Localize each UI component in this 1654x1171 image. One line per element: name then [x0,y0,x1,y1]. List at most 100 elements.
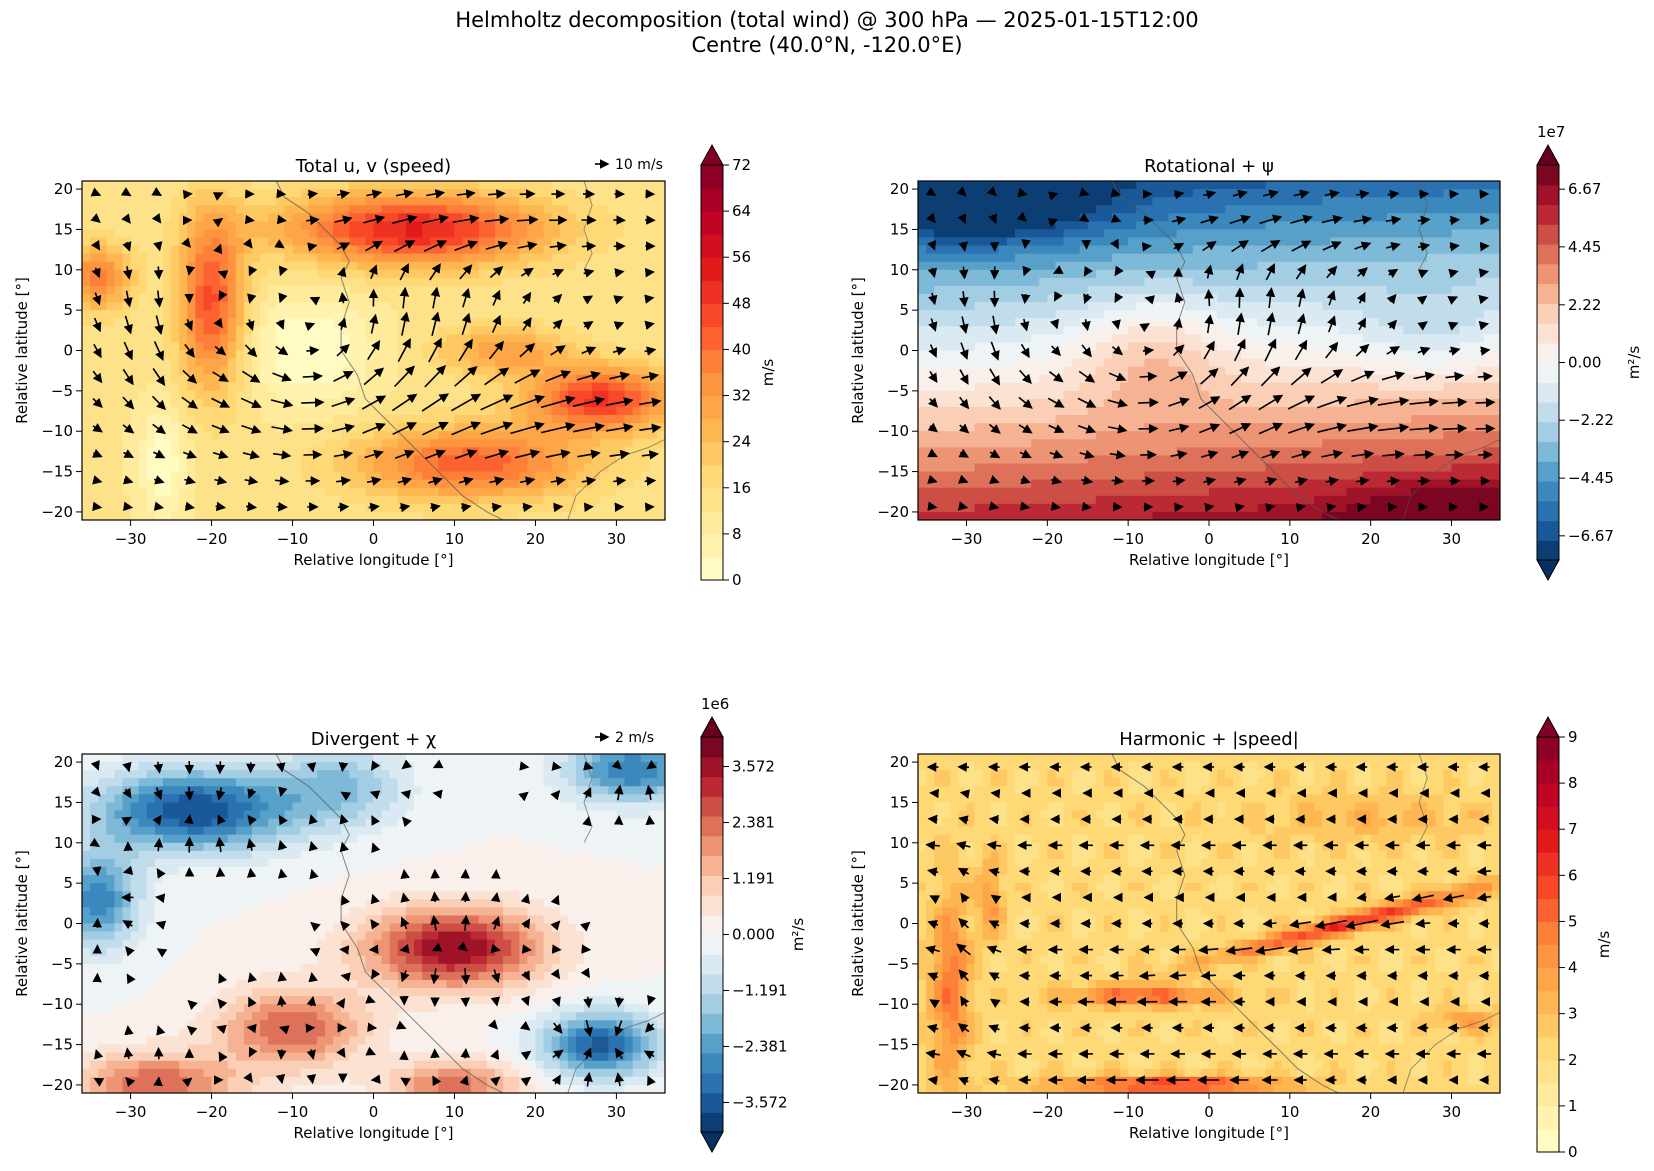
field-cell [260,245,269,255]
field-cell [1184,245,1194,255]
field-cell [462,245,472,255]
field-cell [235,285,245,295]
field-cell [1346,245,1356,255]
field-cell [446,382,456,392]
field-cell [934,350,943,360]
field-cell [1241,253,1251,263]
field-cell [300,382,310,392]
field-cell [154,471,164,481]
field-cell [1289,221,1299,231]
field-cell [1217,189,1226,198]
field-cell [584,358,593,368]
field-cell [934,302,943,311]
field-cell [276,439,286,448]
field-cell [616,237,626,247]
field-cell [154,495,164,505]
field-cell [966,350,976,360]
field-cell [543,447,553,457]
field-cell [341,237,350,247]
field-cell [1281,277,1291,287]
wind-arrow [399,502,411,513]
field-cell [211,447,221,457]
field-cell [1491,285,1500,295]
field-cell [551,511,561,520]
field-cell [316,495,326,505]
field-cell [1435,350,1445,360]
field-cell [454,463,464,473]
field-cell [1047,237,1057,247]
field-cell [1273,181,1283,190]
field-cell [252,415,261,424]
wind-arrow [154,315,164,335]
field-cell [1475,197,1485,206]
field-cell [998,318,1008,327]
field-cell [389,269,399,279]
field-cell [397,511,407,520]
field-cell [405,310,415,319]
wind-arrow [153,475,165,485]
field-cell [511,374,520,384]
field-cell [584,261,593,271]
field-cell [333,431,342,440]
field-cell [640,269,650,279]
field-cell [114,229,124,239]
field-cell [454,511,464,520]
field-cell [1475,229,1485,239]
field-cell [1039,229,1048,239]
field-cell [268,269,277,279]
field-cell [422,213,431,222]
wind-arrow [430,286,441,309]
field-cell [365,511,375,520]
field-cell [1281,269,1291,279]
field-cell [349,407,358,416]
field-cell [1459,221,1469,231]
field-cell [438,407,447,416]
field-cell [1136,294,1145,303]
field-cell [106,463,115,473]
field-cell [584,495,593,505]
field-cell [154,197,164,206]
field-cell [430,245,439,255]
field-cell [918,334,927,344]
field-cell [1209,221,1218,231]
field-cell [1403,318,1412,327]
field-cell [106,431,115,440]
field-cell [543,205,553,214]
field-cell [982,310,992,319]
field-cell [640,382,650,392]
field-cell [422,407,431,416]
field-cell [1200,189,1210,198]
field-cell [1192,318,1202,327]
field-cell [1087,342,1097,352]
field-cell [575,326,585,335]
field-cell [1152,245,1162,255]
field-cell [1354,285,1364,295]
wind-arrow [122,241,132,252]
field-cell [138,479,148,489]
field-cell [1338,269,1348,279]
field-cell [1427,229,1436,239]
field-cell [616,390,626,400]
field-cell [1354,237,1364,247]
field-cell [349,342,358,352]
field-cell [1265,229,1275,239]
field-cell [179,398,188,408]
field-cell [260,205,269,214]
field-cell [243,390,253,400]
field-cell [1071,253,1081,263]
field-cell [365,431,375,440]
field-cell [616,366,626,376]
field-cell [918,245,927,255]
field-cell [171,334,180,344]
field-cell [187,310,196,319]
field-cell [1394,334,1404,344]
field-cell [276,407,286,416]
field-cell [478,205,488,214]
field-cell [584,423,593,432]
field-cell [235,269,245,279]
field-cell [1354,245,1364,255]
wind-arrow [212,192,224,201]
field-cell [1249,181,1259,190]
field-cell [950,197,960,206]
field-cell [1152,237,1162,247]
